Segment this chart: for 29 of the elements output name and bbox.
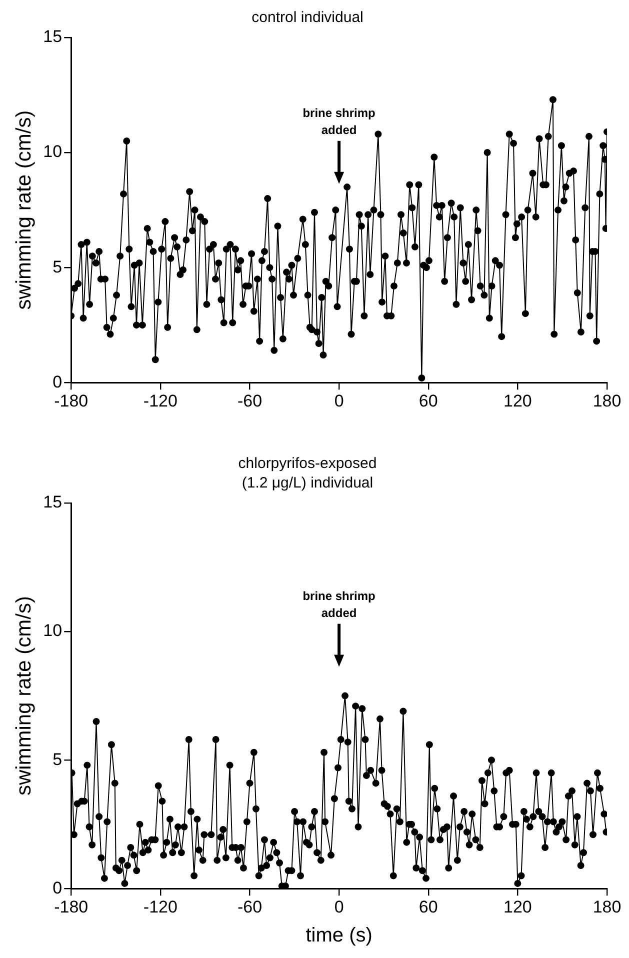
chart-title: chlorpyrifos-exposed (1.2 μg/L) individual [238,454,377,492]
x-tick-label: 120 [503,897,532,916]
y-tick-label: 15 [43,27,62,46]
y-tick-label: 10 [43,142,62,162]
x-tick-label: 180 [592,897,622,916]
x-tick-label: 60 [418,897,438,916]
x-tick-label: 60 [418,391,438,410]
x-tick-label: -180 [54,391,88,410]
x-tick-label: 0 [334,391,344,410]
x-tick-label: 120 [503,391,532,410]
x-tick-label: -120 [143,391,178,410]
x-tick-label: -180 [54,897,88,916]
annotation: brine shrimp added [302,588,376,620]
chart-title: control individual [252,8,364,26]
y-tick-label: 5 [52,750,62,769]
annotation: brine shrimp added [302,106,376,137]
y-axis-title: swimming rate (cm/s) [12,110,36,310]
y-tick-label: 0 [52,372,62,392]
x-tick-label: 180 [592,391,622,410]
y-tick-label: 10 [43,621,62,640]
y-tick-label: 15 [43,492,62,512]
x-axis-title: time (s) [306,924,372,947]
y-axis-title: swimming rate (cm/s) [12,596,36,796]
x-tick-label: -120 [143,897,178,916]
x-tick-label: -60 [237,391,262,410]
x-tick-label: -60 [237,897,262,916]
x-tick-label: 0 [334,897,344,916]
y-tick-label: 5 [52,257,62,276]
y-tick-label: 0 [52,878,62,898]
